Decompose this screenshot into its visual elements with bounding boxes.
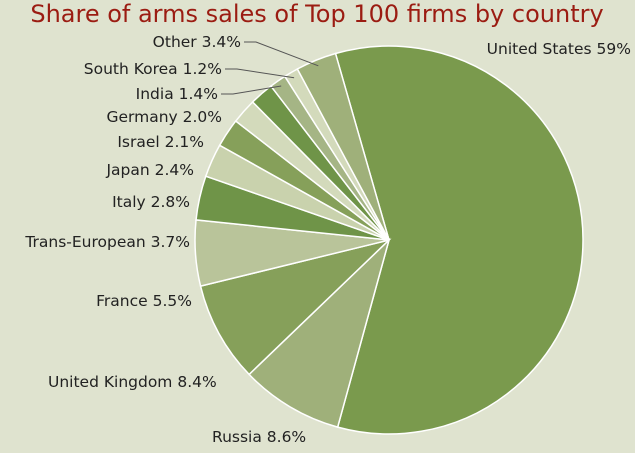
pie-slice-united-states <box>334 45 584 435</box>
leader-line-india <box>221 85 282 95</box>
slice-label-israel: Israel 2.1% <box>117 133 204 151</box>
pie-slice-russia <box>248 237 391 429</box>
pie-slices <box>194 45 584 435</box>
slice-labels: United States 59% Russia 8.6% United Kingd… <box>24 33 631 446</box>
leader-line-other <box>244 41 319 67</box>
slice-label-south-korea: South Korea 1.2% <box>84 60 222 78</box>
chart-title: Share of arms sales of Top 100 firms by … <box>30 0 603 28</box>
slice-label-japan: Japan 2.4% <box>105 161 194 179</box>
leader-line-south-korea <box>225 68 295 79</box>
slice-label-italy: Italy 2.8% <box>112 193 190 211</box>
slice-label-russia: Russia 8.6% <box>212 428 306 446</box>
slice-label-france: France 5.5% <box>96 292 192 310</box>
slice-label-united-kingdom: United Kingdom 8.4% <box>48 373 217 391</box>
pie-slice-other <box>296 52 390 241</box>
leader-lines <box>221 41 319 95</box>
slice-label-united-states: United States 59% <box>487 40 631 58</box>
slice-label-other: Other 3.4% <box>153 33 241 51</box>
pie-slice-united-kingdom <box>199 238 392 376</box>
slice-label-india: India 1.4% <box>136 85 218 103</box>
slice-label-trans-european: Trans-European 3.7% <box>24 233 190 251</box>
slice-label-germany: Germany 2.0% <box>106 108 222 126</box>
